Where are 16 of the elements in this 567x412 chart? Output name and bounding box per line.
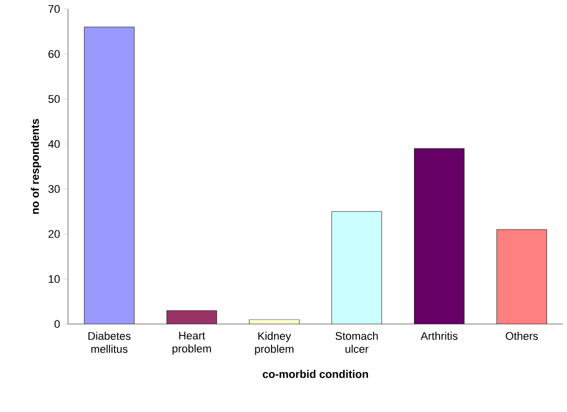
y-tick-label: 70 [48, 5, 60, 13]
x-tick-label: Diabetes mellitus [88, 332, 131, 353]
y-tick-label: 50 [48, 95, 60, 103]
y-axis-title: no of respondents [30, 118, 42, 214]
x-tick-label: Arthritis [420, 332, 458, 340]
x-tick-label: Heart problem [172, 332, 211, 355]
y-tick-label: 30 [48, 185, 60, 193]
x-axis-title: co-morbid condition [262, 370, 368, 378]
x-tick-label: Kidney problem [255, 332, 294, 356]
y-tick-label: 0 [54, 320, 60, 328]
y-tick-label: 40 [48, 140, 60, 148]
x-tick-label: Stomach ulcer [336, 332, 378, 353]
x-tick-label: Others [506, 332, 538, 340]
y-tick-label: 60 [48, 50, 60, 58]
y-tick-label: 20 [48, 230, 60, 238]
y-tick-label: 10 [48, 275, 60, 283]
